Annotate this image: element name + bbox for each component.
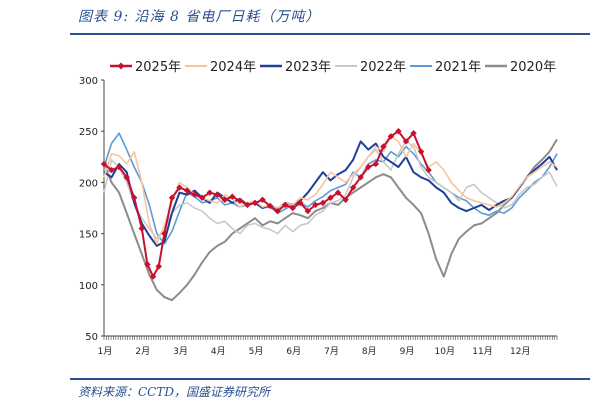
x-tick-label: 6月 (286, 346, 301, 357)
series-point (168, 194, 176, 201)
series-point (349, 184, 357, 191)
y-tick-label: 250 (79, 127, 98, 138)
series-point (266, 202, 274, 210)
legend-label: 2022年 (360, 60, 406, 75)
y-tick-label: 200 (79, 178, 98, 189)
legend-label: 2024年 (210, 60, 256, 75)
series-point (100, 160, 108, 168)
series-point (402, 138, 410, 145)
series-point (334, 189, 342, 196)
series-line-1 (103, 135, 558, 245)
series-point (274, 207, 281, 215)
source-rule (70, 378, 590, 380)
series-line-3 (103, 140, 558, 240)
legend-marker (117, 62, 125, 70)
series-point (123, 174, 130, 181)
x-tick-label: 5月 (249, 346, 264, 357)
title-rule (70, 33, 590, 35)
x-tick-label: 12月 (510, 346, 530, 357)
source-note: 资料来源：CCTD，国盛证券研究所 (78, 385, 270, 399)
y-tick-label: 100 (79, 281, 98, 292)
legend-label: 2023年 (285, 60, 331, 75)
series-point (365, 163, 372, 171)
y-tick-label: 150 (79, 230, 98, 241)
series-line-2 (103, 140, 558, 247)
series-point (342, 196, 349, 204)
x-tick-label: 3月 (173, 346, 188, 357)
x-tick-label: 7月 (324, 346, 339, 357)
legend: 2025年 2024年 2023年 2022年 2021年 2020年 (110, 60, 556, 75)
series-line-4 (103, 132, 558, 245)
series-point (372, 160, 379, 168)
series-point (131, 194, 138, 201)
series-point (312, 201, 319, 209)
series-point (304, 207, 312, 215)
series-point (410, 130, 417, 137)
series-point (161, 230, 168, 237)
series-point (259, 196, 266, 204)
x-tick-label: 4月 (211, 346, 226, 357)
axes: 50 100 150 200 250 300 1月 2月 3月 4月 5月 6月 7月 8月 9月 10月 11… (79, 76, 558, 357)
series-line-5 (103, 138, 558, 302)
series-point (282, 201, 289, 209)
series-point (357, 174, 364, 181)
plot-area (100, 128, 558, 302)
y-tick-label: 300 (79, 76, 98, 87)
x-tick-label: 1月 (98, 346, 113, 357)
series-point (198, 194, 206, 201)
x-tick-label: 8月 (362, 346, 377, 357)
series-point (251, 199, 259, 207)
series-point (229, 193, 236, 200)
series-point (138, 225, 145, 232)
series-point (221, 196, 228, 204)
series-line-0 (103, 130, 430, 278)
series-point (108, 166, 115, 174)
series-point (387, 133, 395, 140)
series-point (417, 148, 425, 155)
series-point (395, 128, 402, 135)
legend-label: 2025年 (135, 60, 181, 75)
x-tick-label: 2月 (135, 346, 150, 357)
x-tick-label: 10月 (435, 346, 455, 357)
series-point (155, 263, 162, 270)
series-point (244, 201, 251, 209)
series-point (236, 197, 244, 205)
x-tick-label: 9月 (400, 346, 415, 357)
chart-title: 图表 9: 沿海 8 省电厂日耗（万吨） (78, 9, 321, 25)
series-point (191, 191, 198, 198)
series-point (176, 184, 183, 191)
series-point (425, 166, 432, 174)
x-tick-label: 11月 (472, 346, 492, 357)
series-point (144, 261, 151, 268)
legend-label: 2021年 (435, 60, 481, 75)
series-point (319, 199, 327, 207)
series-point (380, 143, 387, 150)
legend-label: 2020年 (510, 60, 556, 75)
series-point (289, 204, 296, 212)
series-point (183, 187, 191, 194)
series-point (149, 273, 157, 280)
y-tick-label: 50 (85, 332, 98, 343)
series-point (327, 194, 334, 201)
series-point (206, 189, 213, 196)
series-point (115, 163, 123, 171)
series-point (297, 199, 304, 207)
series-point (214, 191, 221, 198)
